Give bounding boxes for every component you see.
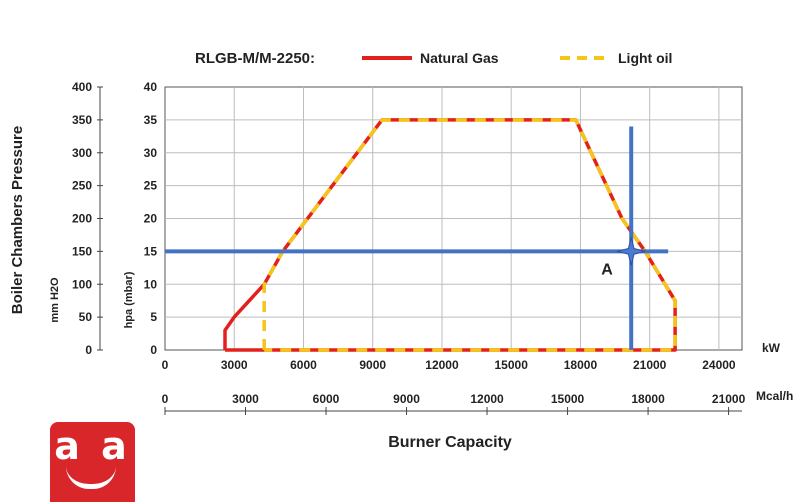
x-primary-unit: kW	[762, 341, 781, 355]
x-ticks-secondary: 0 3000 6000 9000 12000 15000 18000 21000	[162, 392, 746, 415]
y-tick-label-outer: 150	[72, 244, 92, 258]
x-tick-label-primary: 21000	[633, 358, 667, 372]
y-tick-label-outer: 200	[72, 212, 92, 226]
x-tick-label-secondary: 6000	[313, 392, 340, 406]
x-ticks-primary: 0 3000 6000 9000 12000 15000 18000 21000 24000	[162, 358, 736, 372]
y-tick-label-inner: 20	[144, 212, 158, 226]
y-tick-label-outer: 50	[79, 310, 93, 324]
y-ticks-inner: 0 5 10 15 20 25 30 35 40	[99, 80, 158, 357]
x-tick-label-primary: 12000	[425, 358, 459, 372]
y-tick-label-inner: 0	[150, 343, 157, 357]
x-secondary-unit: Mcal/h	[756, 389, 793, 403]
x-tick-label-primary: 0	[162, 358, 169, 372]
series-group	[223, 118, 677, 352]
x-tick-label-primary: 3000	[221, 358, 248, 372]
operating-point-star-icon	[617, 237, 646, 266]
y-tick-label-inner: 40	[144, 80, 158, 94]
y-tick-label-outer: 100	[72, 277, 92, 291]
x-tick-label-secondary: 18000	[631, 392, 665, 406]
x-tick-label-primary: 24000	[702, 358, 736, 372]
y-axis-outer-unit: mm H2O	[49, 277, 61, 323]
legend-light-oil-label: Light oil	[618, 50, 672, 66]
y-tick-label-inner: 10	[144, 277, 158, 291]
grid	[165, 87, 742, 350]
x-tick-label-secondary: 21000	[712, 392, 746, 406]
operating-point-label: A	[601, 261, 613, 278]
x-tick-label-primary: 15000	[495, 358, 529, 372]
logo-text: a a	[54, 424, 131, 468]
y-ticks-outer: 0 50 100 150 200 250 300 350 400	[72, 80, 103, 357]
y-tick-label-inner: 25	[144, 179, 158, 193]
y-tick-label-inner: 30	[144, 146, 158, 160]
x-axis-label: Burner Capacity	[388, 434, 512, 451]
x-tick-label-secondary: 0	[162, 392, 169, 406]
legend-natural-gas-label: Natural Gas	[420, 50, 499, 66]
y-axis-outer-label: Boiler Chambers Pressure	[9, 126, 26, 314]
chart-title: RLGB-M/M-2250:	[195, 50, 315, 67]
logo: a a	[50, 422, 135, 502]
x-tick-label-primary: 6000	[290, 358, 317, 372]
y-tick-label-outer: 350	[72, 113, 92, 127]
y-tick-label-inner: 15	[144, 244, 158, 258]
x-tick-label-primary: 9000	[359, 358, 386, 372]
x-tick-label-secondary: 12000	[470, 392, 504, 406]
y-tick-label-outer: 400	[72, 80, 92, 94]
logo-smile-icon	[66, 466, 116, 489]
x-tick-label-secondary: 9000	[393, 392, 420, 406]
operating-point-group: A	[165, 126, 669, 350]
y-tick-label-inner: 35	[144, 113, 158, 127]
y-tick-label-outer: 300	[72, 146, 92, 160]
y-axis-inner-label: hpa (mbar)	[123, 271, 135, 328]
y-tick-label-inner: 5	[150, 310, 157, 324]
x-tick-label-secondary: 15000	[551, 392, 585, 406]
y-tick-label-outer: 250	[72, 179, 92, 193]
x-tick-label-primary: 18000	[564, 358, 598, 372]
series-line-light-oil	[262, 118, 677, 352]
y-tick-label-outer: 0	[85, 343, 92, 357]
x-tick-label-secondary: 3000	[232, 392, 259, 406]
